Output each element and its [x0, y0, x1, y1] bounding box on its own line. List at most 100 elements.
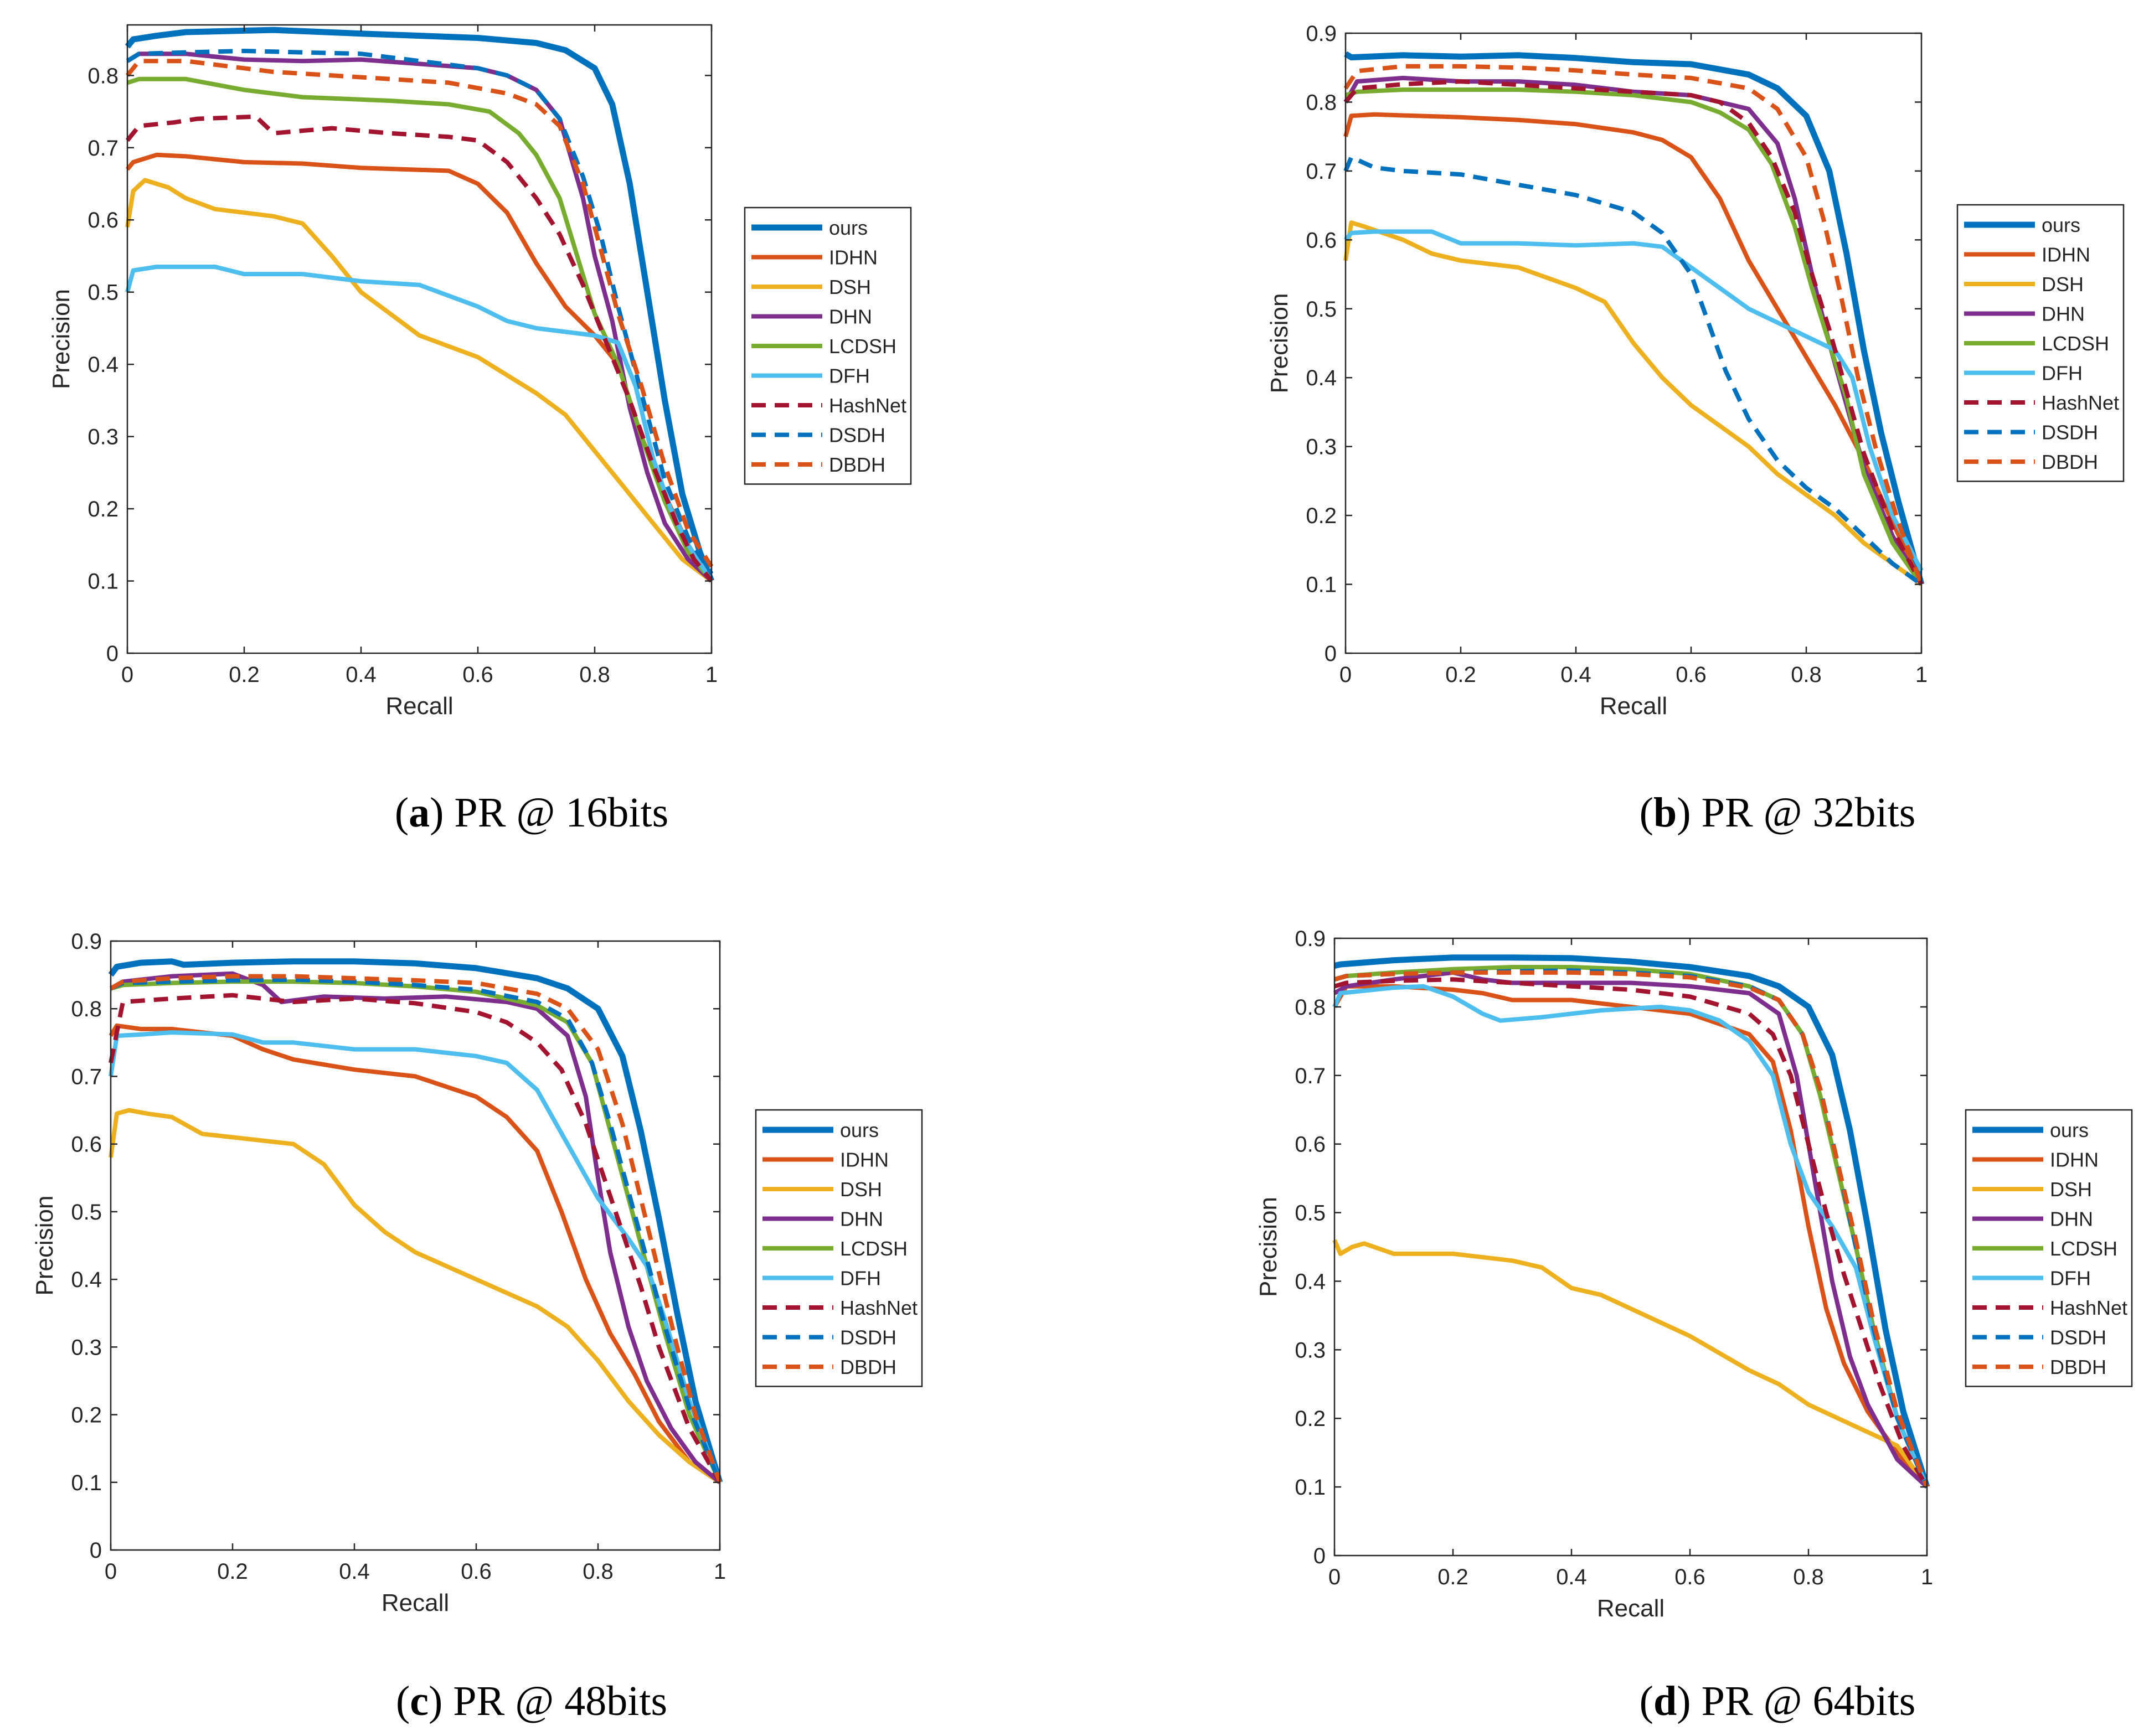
legend-label-dfh: DFH: [2050, 1267, 2091, 1290]
x-tick-label: 0.4: [1556, 1565, 1587, 1589]
x-tick-label: 0.4: [1560, 663, 1591, 687]
series-line-idhn: [1343, 112, 1924, 586]
legend-label-dsh: DSH: [2050, 1178, 2092, 1201]
legend-label-hashnet: HashNet: [829, 394, 906, 417]
series-line-idhn: [109, 1023, 722, 1485]
series-line-dsh: [1332, 1239, 1929, 1489]
x-tick-label: 0: [121, 663, 133, 687]
legend-label-idhn: IDHN: [2042, 244, 2090, 266]
x-tick-label: 1: [1921, 1565, 1933, 1589]
legend-label-ours: ours: [829, 216, 868, 239]
x-axis-label: Recall: [385, 693, 453, 720]
series-group: [1332, 954, 1930, 1489]
y-tick-label: 0.3: [1295, 1338, 1326, 1362]
y-tick-label: 0.2: [71, 1403, 102, 1428]
x-axis-label: Recall: [1600, 693, 1667, 720]
series-group: [125, 27, 715, 583]
series-line-idhn: [1332, 984, 1929, 1489]
chart-panel-c: 0 0.2 0.4 0.6 0.8 1 0 0.1 0.2 0.3 0.4 0.5 0.6 0.7 0.8 0…: [17, 922, 969, 1641]
legend-label-dsdh: DSDH: [840, 1326, 896, 1349]
x-tick-label: 0.6: [461, 1559, 492, 1584]
y-tick-label: 0.6: [1295, 1133, 1326, 1157]
pr-chart-48bits: 0 0.2 0.4 0.6 0.8 1 0 0.1 0.2 0.3 0.4 0.5 0.6 0.7 0.8 0…: [31, 929, 923, 1616]
x-tick-label: 0.2: [1437, 1565, 1468, 1589]
series-line-dfh: [1332, 984, 1929, 1488]
chart-panel-a: 0 0.2 0.4 0.6 0.8 1 0 0.1 0.2 0.3 0.4 0.5 0.6 0.7 0.8 R…: [33, 17, 986, 736]
y-tick-label: 0.1: [71, 1471, 102, 1495]
y-tick-label: 0.5: [1306, 297, 1337, 322]
y-tick-label: 0.2: [87, 497, 118, 521]
x-axis-label: Recall: [1597, 1595, 1665, 1622]
series-line-ours: [1344, 51, 1925, 586]
series-line-dsdh: [110, 977, 722, 1484]
y-tick-label: 0.2: [1306, 504, 1337, 528]
series-line-dhn: [1333, 970, 1929, 1489]
plot-area: [1334, 938, 1927, 1556]
x-tick-label: 0.8: [579, 663, 610, 687]
y-tick-label: 0.7: [71, 1065, 102, 1089]
y-tick-label: 0.9: [71, 929, 102, 954]
y-tick-label: 0.7: [1295, 1064, 1326, 1088]
series-group: [1343, 51, 1925, 586]
legend-label-lcdsh: LCDSH: [829, 335, 896, 358]
series-line-dsh: [125, 178, 713, 583]
series-line-dbdh: [125, 59, 714, 568]
y-tick-label: 0.8: [71, 997, 102, 1021]
legend-label-hashnet: HashNet: [2042, 391, 2119, 414]
series-line-dsdh: [126, 49, 714, 575]
pr-chart-64bits: 0 0.2 0.4 0.6 0.8 1 0 0.1 0.2 0.3 0.4 0.5 0.6 0.7 0.8 0…: [1255, 927, 2133, 1622]
x-tick-label: 0: [105, 1559, 117, 1584]
legend-label-lcdsh: LCDSH: [2042, 332, 2109, 355]
legend: ours IDHN DSH DHN LCDSH DFH HashNet DSDH DBDH: [755, 1109, 923, 1387]
y-axis-label: Precision: [1255, 1197, 1282, 1297]
x-tick-label: 0.4: [339, 1559, 370, 1584]
y-tick-label: 0.1: [87, 570, 118, 594]
axes-box: [1344, 32, 1923, 654]
legend-label-dbdh: DBDH: [840, 1356, 896, 1378]
chart-panel-b: 0 0.2 0.4 0.6 0.8 1 0 0.1 0.2 0.3 0.4 0.5 0.6 0.7 0.8 0…: [1251, 17, 2148, 736]
y-tick-label: 0.6: [1306, 228, 1337, 252]
series-line-lcdsh: [1333, 965, 1929, 1488]
x-tick-label: 0.2: [229, 663, 260, 687]
y-tick-label: 0.3: [71, 1335, 102, 1360]
axes-box: [126, 24, 713, 654]
series-line-hashnet: [1333, 977, 1929, 1489]
legend-label-hashnet: HashNet: [2050, 1296, 2127, 1319]
series-line-ours: [1333, 954, 1930, 1488]
y-tick-label: 0.5: [1295, 1201, 1326, 1226]
y-tick-label: 0.5: [71, 1200, 102, 1224]
y-tick-label: 0.4: [71, 1268, 102, 1292]
y-axis-label: Precision: [31, 1196, 58, 1296]
legend-label-dhn: DHN: [840, 1208, 883, 1231]
y-tick-label: 0.8: [1295, 995, 1326, 1020]
legend-label-dbdh: DBDH: [829, 453, 885, 476]
legend-label-ours: ours: [2042, 214, 2080, 236]
series-line-dsh: [109, 1108, 722, 1485]
x-tick-label: 0.4: [346, 663, 377, 687]
y-tick-label: 0: [1313, 1544, 1326, 1568]
legend-label-dhn: DHN: [2050, 1208, 2093, 1231]
caption-b: (b) PR @ 32bits: [1639, 789, 1916, 836]
y-tick-label: 0.7: [1306, 159, 1337, 184]
legend: ours IDHN DSH DHN LCDSH DFH HashNet DSDH DBDH: [744, 206, 912, 485]
series-line-lcdsh: [1344, 87, 1924, 586]
caption-d: (d) PR @ 64bits: [1639, 1678, 1916, 1724]
pr-chart-16bits: 0 0.2 0.4 0.6 0.8 1 0 0.1 0.2 0.3 0.4 0.5 0.6 0.7 0.8 R…: [48, 24, 912, 720]
y-tick-label: 0.2: [1295, 1407, 1326, 1431]
x-tick-label: 0.2: [1445, 663, 1476, 687]
legend-label-dfh: DFH: [840, 1267, 881, 1290]
y-tick-label: 0.8: [1306, 90, 1337, 115]
y-tick-label: 0.7: [87, 136, 118, 161]
legend: ours IDHN DSH DHN LCDSH DFH HashNet DSDH DBDH: [1956, 204, 2125, 482]
y-tick-label: 0.3: [87, 425, 118, 450]
legend-label-dhn: DHN: [829, 306, 872, 328]
x-tick-label: 1: [714, 1559, 726, 1584]
y-tick-label: 0.3: [1306, 435, 1337, 459]
series-line-ours: [108, 958, 723, 1484]
x-tick-label: 1: [1915, 663, 1928, 687]
x-tick-label: 0.6: [462, 663, 493, 687]
legend-label-lcdsh: LCDSH: [2050, 1237, 2117, 1260]
x-tick-label: 0: [1339, 663, 1352, 687]
legend-label-lcdsh: LCDSH: [840, 1237, 908, 1260]
pr-chart-32bits: 0 0.2 0.4 0.6 0.8 1 0 0.1 0.2 0.3 0.4 0.5 0.6 0.7 0.8 0…: [1266, 22, 2125, 720]
